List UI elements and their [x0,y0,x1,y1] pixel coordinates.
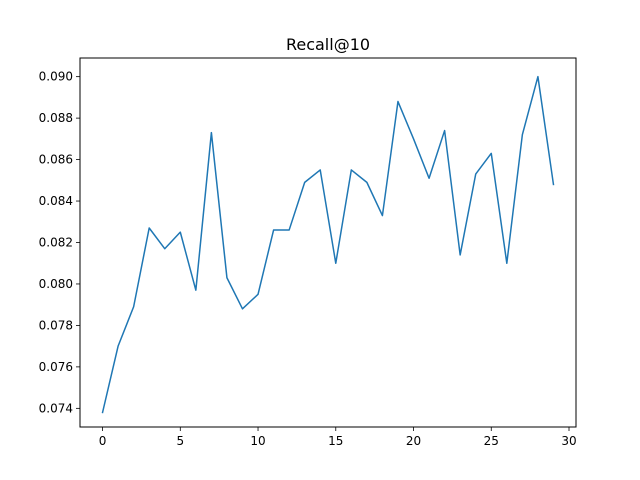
y-axis: 0.074 0.076 0.078 0.080 0.082 0.084 0.086 0.088… [39,70,80,415]
x-tick-label: 15 [328,434,343,448]
x-tick-label: 10 [250,434,265,448]
y-tick-label: 0.090 [39,70,73,84]
chart-title: Recall@10 [286,35,370,54]
y-tick-label: 0.088 [39,111,73,125]
y-tick-label: 0.080 [39,277,73,291]
y-tick-label: 0.074 [39,401,73,415]
x-tick-label: 25 [484,434,499,448]
y-tick-label: 0.084 [39,194,73,208]
x-tick-label: 20 [406,434,421,448]
y-tick-label: 0.086 [39,153,73,167]
series-line-0 [101,75,555,414]
series-layer [101,75,555,414]
x-tick-label: 5 [176,434,184,448]
x-tick-label: 30 [561,434,576,448]
x-axis: 0 5 10 15 20 25 30 [99,427,577,448]
y-tick-label: 0.076 [39,360,73,374]
y-tick-label: 0.078 [39,318,73,332]
y-tick-label: 0.082 [39,236,73,250]
x-tick-label: 0 [99,434,107,448]
plot-frame [79,57,577,428]
